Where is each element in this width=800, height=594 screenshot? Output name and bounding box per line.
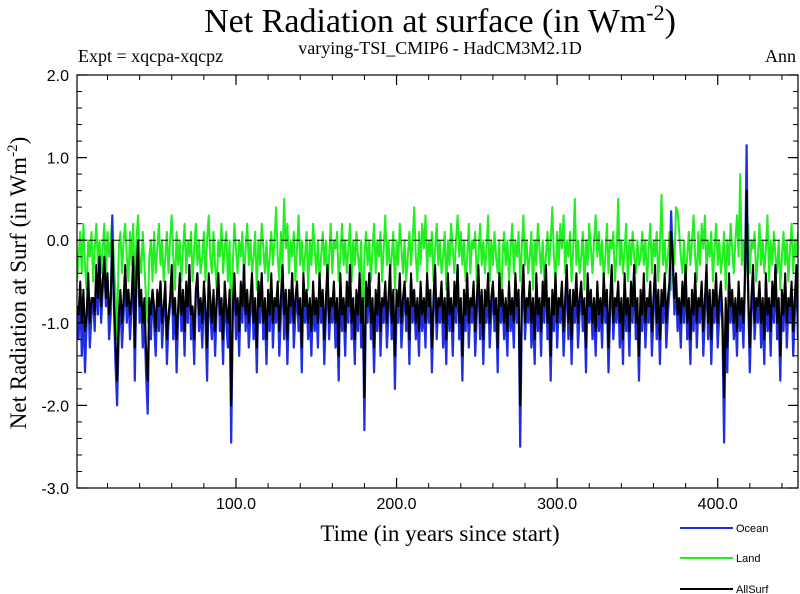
y-tick-label: 0.0 <box>47 233 69 250</box>
y-tick-label: 2.0 <box>47 68 69 85</box>
x-tick-label: 300.0 <box>537 496 577 513</box>
x-tick-label: 100.0 <box>216 496 256 513</box>
y-tick-label: -3.0 <box>41 481 69 498</box>
axes-layer: -3.0 -2.0 -1.0 0.0 1.0 2.0 100.0 200.0 300.0 400.… <box>41 68 799 513</box>
y-axis-label: Net Radiation at Surf (in Wm-2) <box>5 137 31 430</box>
x-tick-label: 400.0 <box>698 496 738 513</box>
center-subtitle: varying-TSI_CMIP6 - HadCM3M2.1D <box>298 38 582 58</box>
y-tick-label: -1.0 <box>41 316 69 333</box>
x-tick-label: 200.0 <box>377 496 417 513</box>
chart-title: Net Radiation at surface (in Wm-2) <box>204 0 676 40</box>
left-subtitle: Expt = xqcpa-xqcpz <box>78 46 223 66</box>
y-tick-label: -2.0 <box>41 398 69 415</box>
y-tick-label: 1.0 <box>47 151 69 168</box>
legend-label-land: Land <box>736 553 760 565</box>
plot-frame <box>76 74 799 489</box>
series-line-allsurf <box>77 189 798 407</box>
right-subtitle: Ann <box>765 46 796 66</box>
x-axis-label: Time (in years since start) <box>320 521 559 546</box>
legend: Ocean Land AllSurf <box>680 523 769 594</box>
legend-label-ocean: Ocean <box>736 523 768 535</box>
legend-label-allsurf: AllSurf <box>736 584 769 594</box>
series-layer <box>77 144 798 448</box>
